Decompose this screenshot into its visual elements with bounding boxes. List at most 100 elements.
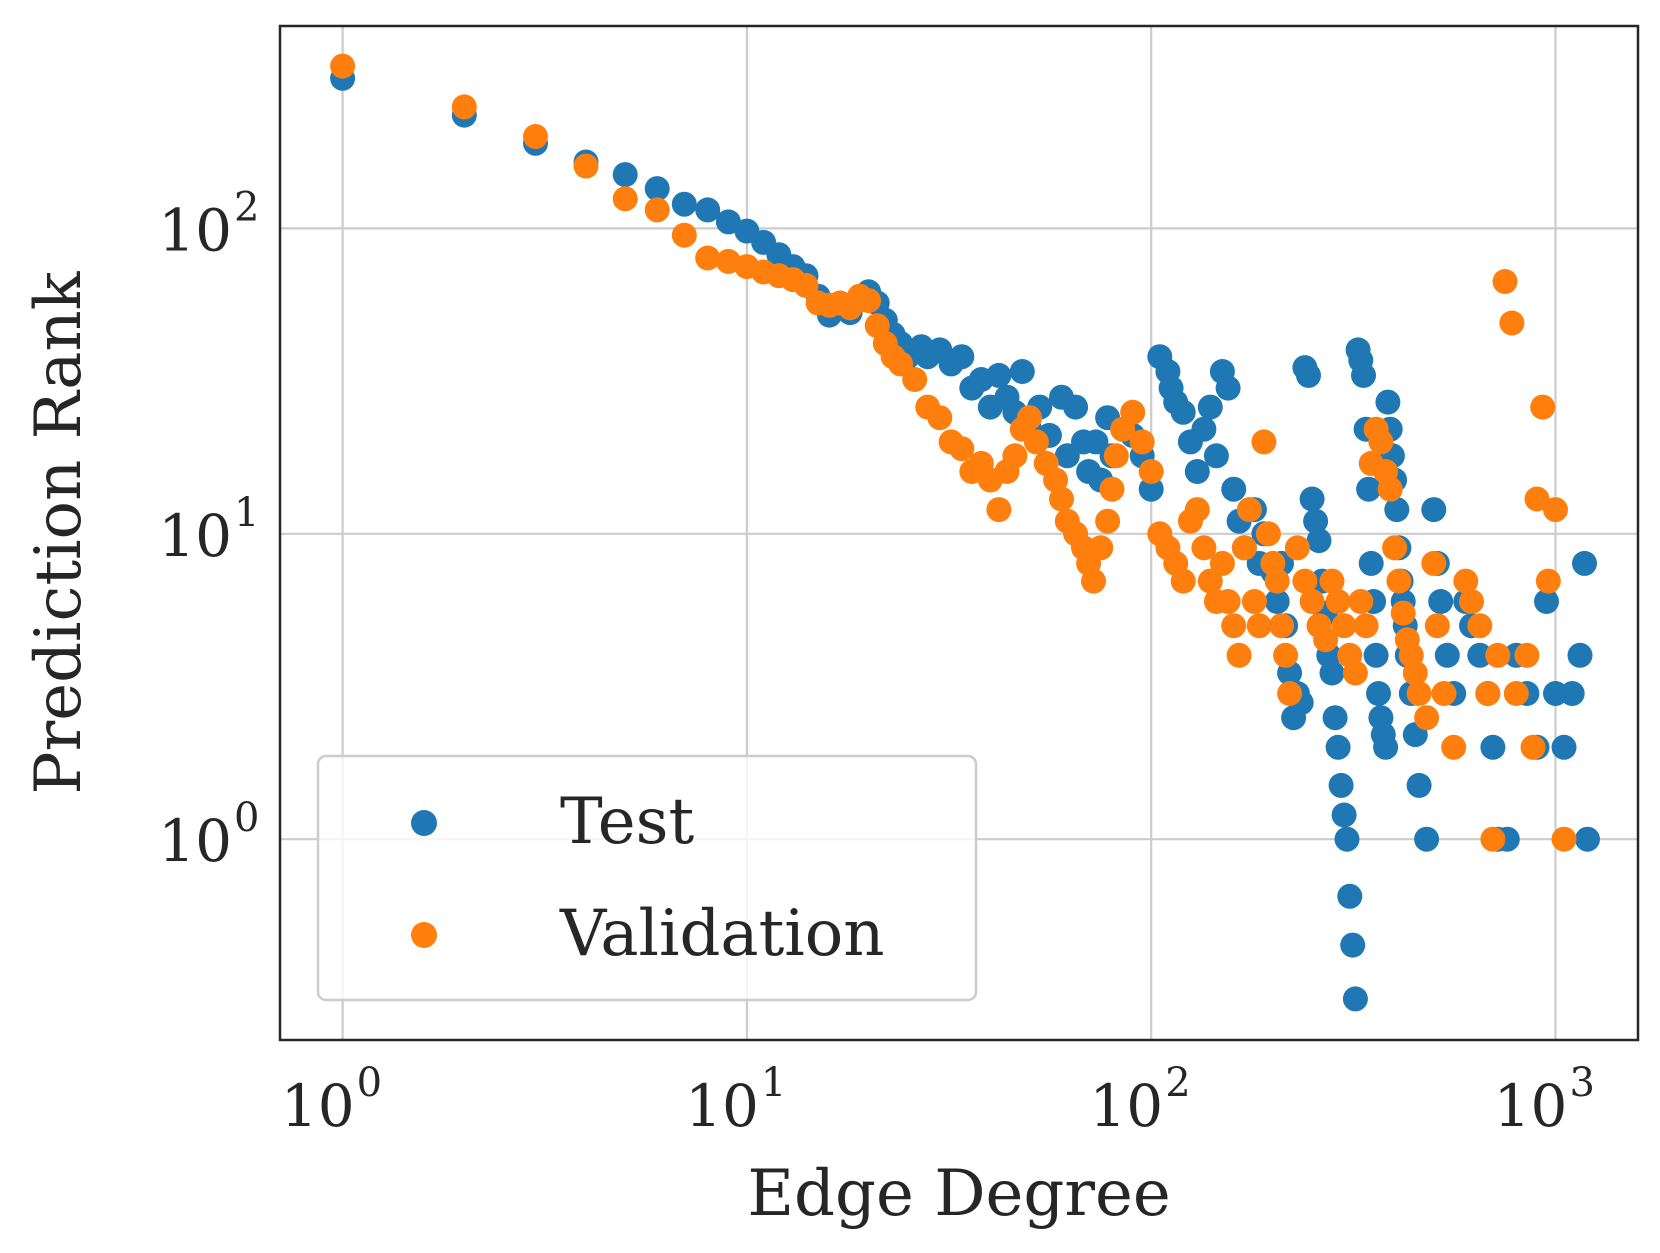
point-test	[1191, 416, 1217, 442]
point-validation	[1292, 568, 1318, 594]
point-validation	[793, 273, 819, 298]
point-validation	[1170, 568, 1196, 594]
point-validation	[1273, 642, 1299, 668]
point-test	[612, 162, 638, 188]
point-validation	[1221, 613, 1247, 639]
legend-label-validation: Validation	[559, 897, 885, 971]
point-test	[1303, 508, 1329, 534]
point-test	[986, 362, 1012, 388]
point-test	[1138, 476, 1164, 502]
point-validation	[1197, 568, 1223, 594]
y-tick-base: 10	[158, 502, 232, 570]
x-tick-exponent: 2	[1165, 1060, 1190, 1106]
point-validation	[1184, 497, 1210, 523]
point-validation	[1382, 535, 1408, 561]
point-validation	[1103, 443, 1129, 469]
point-validation	[1255, 521, 1281, 547]
point-validation	[523, 124, 548, 149]
point-validation	[671, 222, 697, 248]
legend-marker-validation	[411, 922, 437, 948]
point-validation	[1049, 486, 1074, 512]
point-validation	[1277, 681, 1303, 706]
point-validation	[1424, 613, 1450, 639]
point-test	[1375, 389, 1401, 415]
point-validation	[1453, 568, 1479, 594]
point-validation	[1492, 269, 1518, 294]
point-test	[1428, 589, 1454, 614]
point-validation	[1251, 429, 1277, 455]
point-validation	[1524, 486, 1550, 512]
point-validation	[1390, 600, 1416, 626]
point-validation	[1475, 681, 1501, 706]
point-validation	[1414, 705, 1440, 731]
legend-marker-test	[411, 810, 437, 836]
point-test	[1296, 362, 1321, 388]
point-validation	[927, 405, 953, 431]
point-test	[695, 197, 721, 223]
point-validation	[1386, 568, 1412, 594]
point-validation	[1191, 535, 1217, 561]
point-validation	[1467, 613, 1493, 639]
point-validation	[1284, 535, 1310, 561]
point-validation	[1441, 734, 1467, 760]
point-validation	[1215, 589, 1241, 614]
point-test	[715, 209, 741, 235]
point-validation	[1129, 429, 1155, 455]
x-tick-label: 10 1	[685, 1060, 786, 1140]
point-validation	[1535, 568, 1561, 594]
point-test	[1575, 826, 1600, 852]
point-validation	[1236, 497, 1262, 523]
point-test	[1363, 642, 1389, 668]
point-validation	[1543, 497, 1568, 523]
point-validation	[1348, 589, 1374, 614]
point-validation	[1503, 681, 1529, 706]
point-validation	[986, 497, 1012, 523]
point-test	[1203, 443, 1229, 469]
point-test	[1366, 681, 1391, 706]
plot-frame	[278, 24, 1640, 1042]
point-test	[1264, 589, 1290, 614]
point-validation	[1459, 589, 1484, 614]
point-test	[1299, 486, 1325, 512]
point-test	[1340, 932, 1366, 958]
point-validation	[902, 367, 928, 392]
point-test	[1170, 399, 1196, 425]
point-test	[1009, 359, 1035, 384]
point-validation	[1299, 589, 1325, 614]
point-test	[644, 176, 670, 202]
point-validation	[1226, 642, 1252, 668]
y-tick-base: 10	[158, 807, 232, 875]
y-tick-label: 10 0	[158, 795, 259, 875]
point-test	[1328, 772, 1354, 798]
point-validation	[1241, 589, 1267, 614]
point-validation	[644, 197, 670, 223]
point-validation	[1231, 535, 1257, 561]
x-tick-label: 10 3	[1494, 1060, 1595, 1140]
legend-label-test: Test	[560, 785, 694, 859]
point-test	[671, 191, 697, 217]
data-points	[330, 53, 1600, 1012]
point-validation	[1499, 310, 1525, 336]
point-validation	[1421, 550, 1447, 576]
point-validation	[1325, 589, 1351, 614]
point-validation	[949, 436, 975, 462]
point-test	[1559, 681, 1585, 706]
point-validation	[612, 186, 638, 212]
point-validation	[573, 153, 599, 179]
x-tick-exponent: 0	[357, 1060, 382, 1106]
point-test	[1322, 705, 1348, 731]
x-tick-base: 10	[685, 1072, 759, 1140]
point-validation	[1269, 613, 1294, 639]
point-test	[1063, 394, 1089, 420]
y-tick-exponent: 1	[234, 490, 259, 536]
point-test	[1197, 394, 1223, 420]
point-test	[1467, 642, 1493, 668]
point-validation	[1264, 568, 1290, 594]
point-test	[1373, 734, 1399, 760]
x-tick-label: 10 0	[281, 1060, 382, 1140]
point-validation	[1017, 405, 1042, 431]
point-validation	[1002, 443, 1028, 469]
point-validation	[1331, 613, 1357, 639]
point-test	[1334, 826, 1360, 852]
